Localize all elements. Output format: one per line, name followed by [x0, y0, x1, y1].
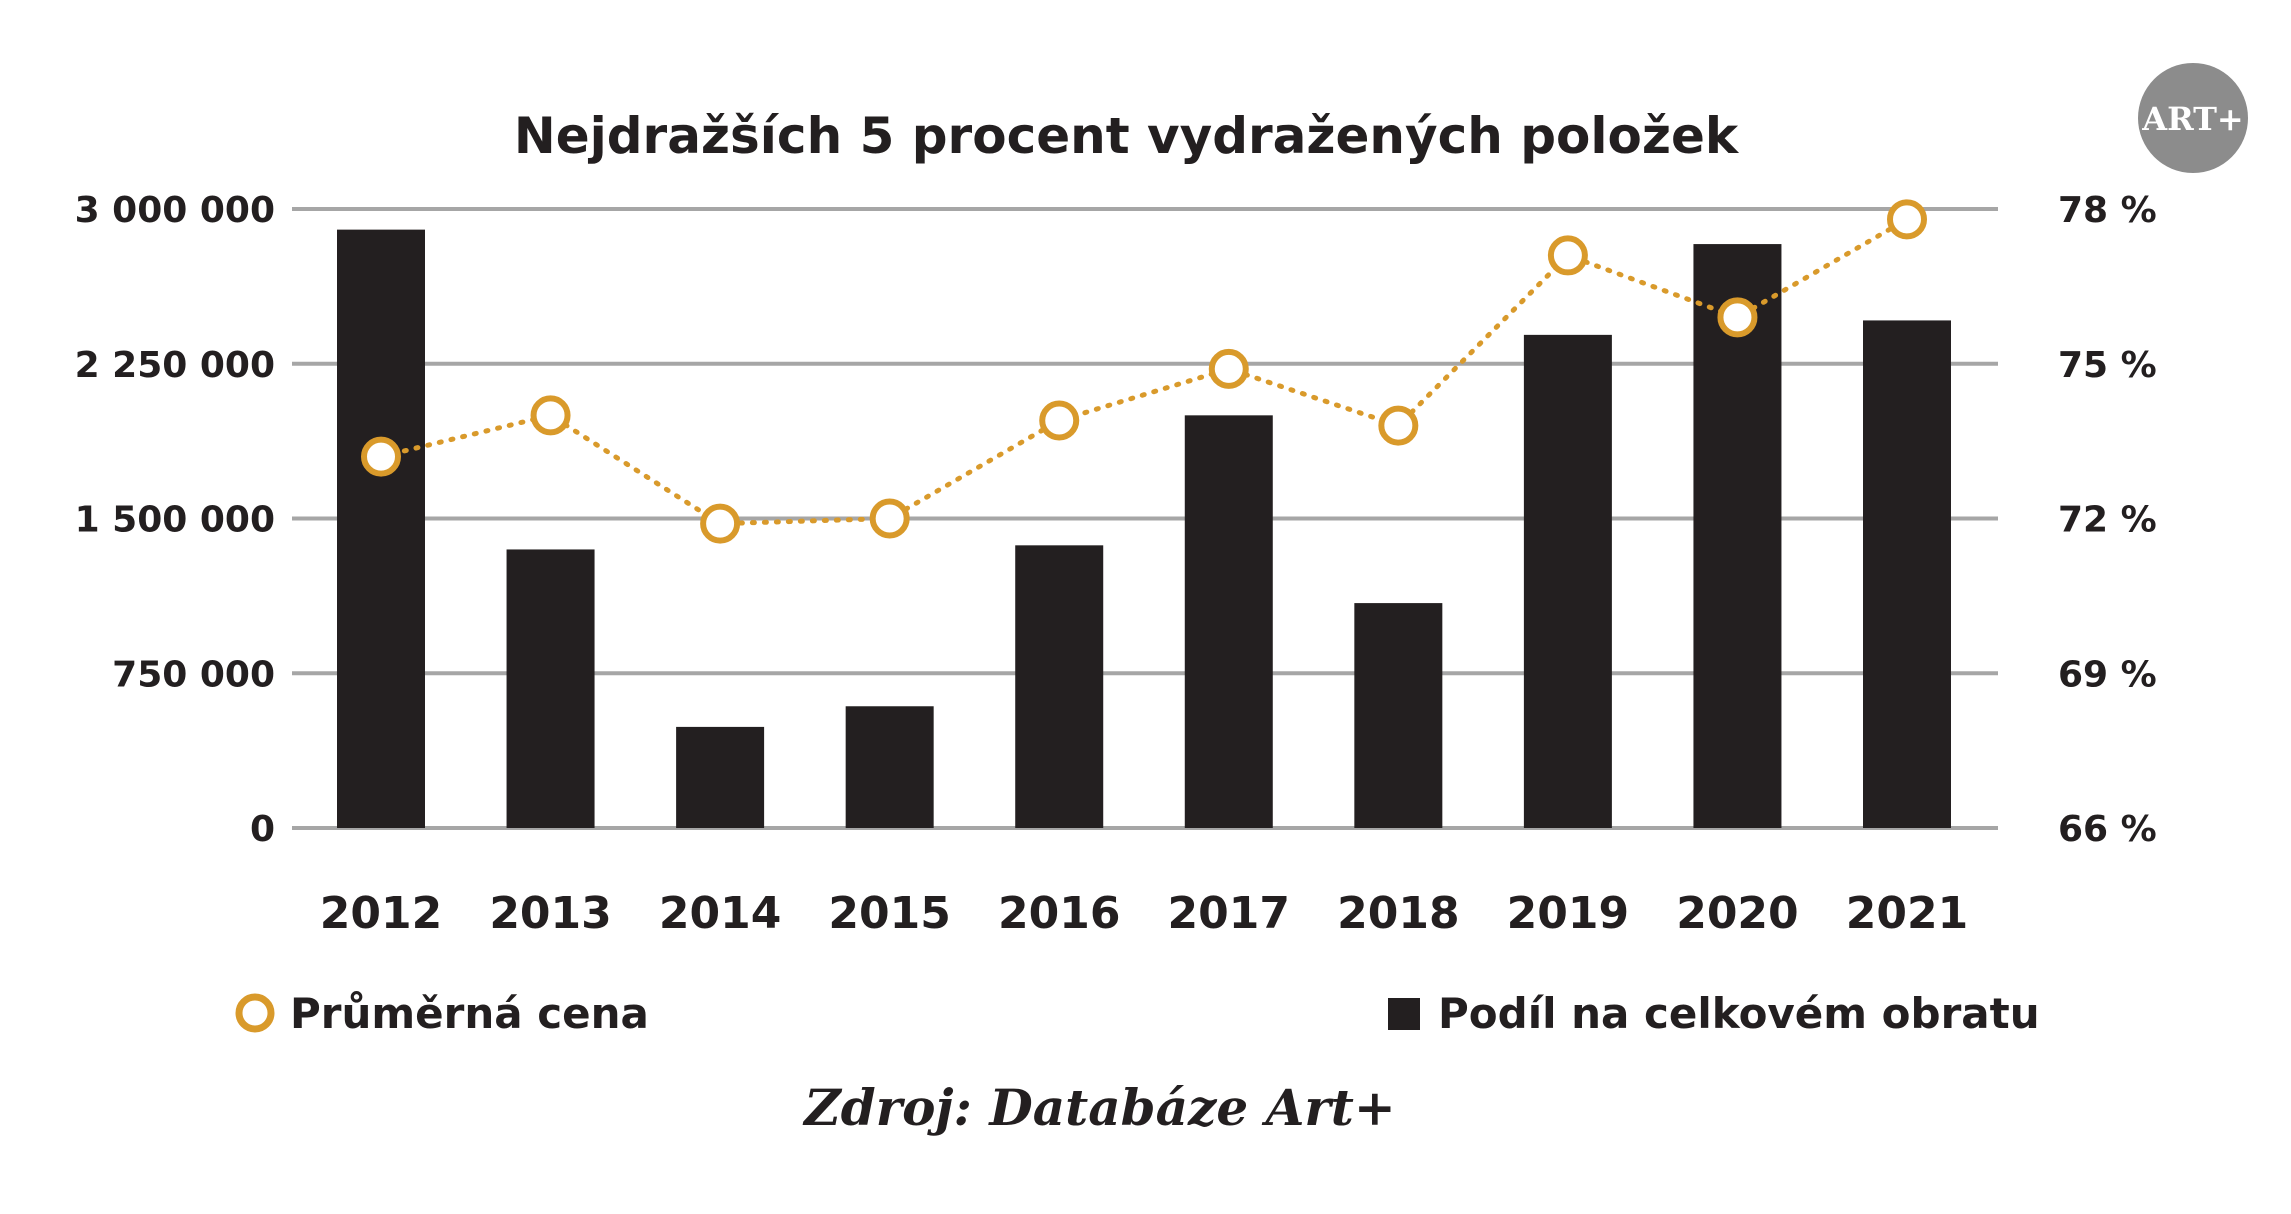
right-tick-label: 78 % — [2058, 190, 2157, 231]
bar — [845, 706, 934, 828]
legend-item-bar: Podíl na celkovém obratu — [1388, 989, 2040, 1038]
left-tick-label: 3 000 000 — [75, 190, 275, 231]
line-path — [378, 216, 1910, 527]
line-point — [700, 503, 741, 544]
bar — [1354, 603, 1443, 828]
line-point — [1378, 405, 1419, 446]
left-tick-label: 750 000 — [112, 654, 275, 695]
x-tick-label: 2015 — [828, 888, 950, 939]
x-tick-label: 2017 — [1168, 888, 1290, 939]
x-axis: 2012 2013 2014 2015 2016 2017 2018 2019 2020 2021 — [320, 888, 1968, 939]
legend-label-line: Průměrná cena — [290, 989, 649, 1038]
legend: Průměrná cena Podíl na celkovém obratu — [235, 989, 2040, 1038]
bar — [337, 229, 425, 829]
legend-item-line: Průměrná cena — [235, 989, 649, 1038]
bar — [1184, 415, 1273, 828]
right-tick-label: 72 % — [2058, 500, 2157, 541]
x-tick-label: 2016 — [998, 888, 1120, 939]
left-tick-label: 0 — [250, 809, 275, 850]
line-point — [361, 436, 401, 477]
bar — [1523, 334, 1612, 828]
line-point — [869, 498, 910, 539]
x-tick-label: 2013 — [489, 888, 611, 939]
right-tick-label: 75 % — [2058, 345, 2157, 386]
line-point — [1208, 348, 1249, 389]
x-tick-label: 2020 — [1676, 888, 1798, 939]
legend-circle-marker — [235, 993, 275, 1033]
x-tick-label: 2012 — [320, 888, 442, 939]
right-axis: 66 % 69 % 72 % 75 % 78 % — [2058, 190, 2157, 850]
x-tick-label: 2021 — [1846, 888, 1968, 939]
bar — [1863, 320, 1951, 828]
line-point — [1887, 199, 1927, 240]
left-axis: 0 750 000 1 500 000 2 250 000 3 000 000 — [75, 190, 275, 850]
logo-text: ART+ — [2141, 100, 2243, 138]
bar — [676, 726, 765, 828]
source-note: Zdroj: Databáze Art+ — [802, 1078, 1395, 1137]
line-point — [1039, 400, 1080, 441]
x-tick-label: 2019 — [1507, 888, 1629, 939]
bar — [1015, 545, 1104, 828]
bar — [1693, 244, 1782, 828]
left-tick-label: 1 500 000 — [75, 500, 275, 541]
bar — [506, 549, 595, 828]
bar-series — [337, 229, 1951, 829]
line-point — [530, 395, 571, 436]
line-point — [1547, 235, 1588, 276]
line-point — [1717, 297, 1758, 338]
x-tick-label: 2014 — [659, 888, 781, 939]
right-tick-label: 66 % — [2058, 809, 2157, 850]
left-tick-label: 2 250 000 — [75, 345, 275, 386]
legend-square-marker — [1388, 998, 1420, 1030]
x-tick-label: 2018 — [1337, 888, 1459, 939]
art-plus-logo: ART+ — [2138, 63, 2248, 173]
right-tick-label: 69 % — [2058, 654, 2157, 695]
legend-label-bar: Podíl na celkovém obratu — [1438, 989, 2040, 1038]
logo-circle — [2138, 63, 2248, 173]
line-series — [361, 199, 1927, 544]
chart-title: Nejdražších 5 procent vydražených polože… — [514, 107, 1740, 165]
